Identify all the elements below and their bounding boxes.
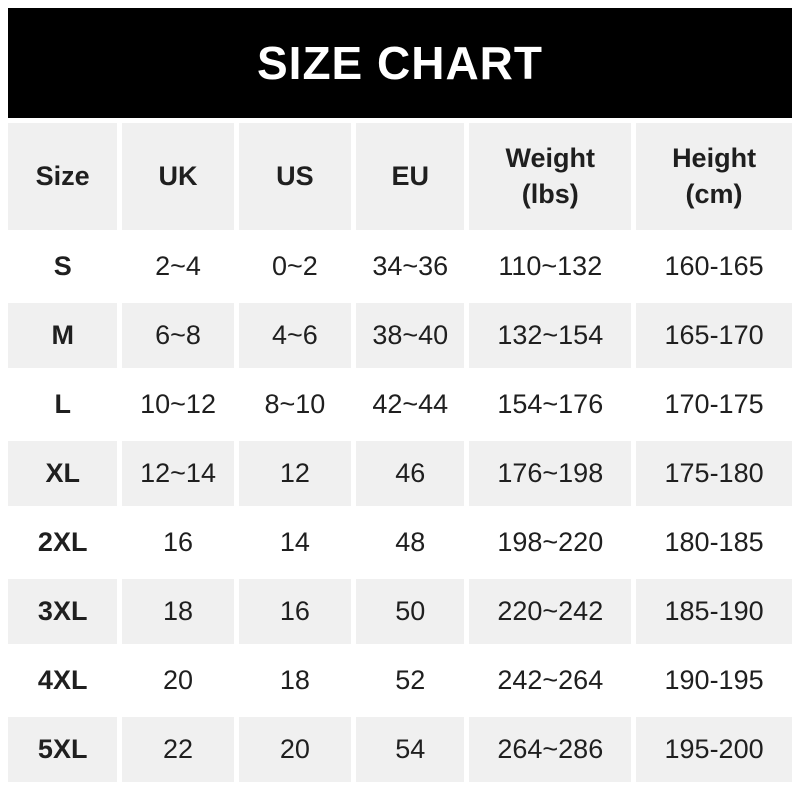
row-label: XL [8,441,118,506]
table-cell: 34~36 [356,234,465,299]
table-cell: 0~2 [238,234,352,299]
table-cell: 198~220 [469,510,632,575]
table-cell: 242~264 [469,648,632,713]
table-cell: 18 [238,648,352,713]
table-cell: 38~40 [356,303,465,368]
table-cell: 18 [122,579,234,644]
size-table: Size UK US EU Weight (lbs) Height (cm) [8,123,792,782]
table-cell: 8~10 [238,372,352,437]
table-cell: 54 [356,717,465,782]
table-cell: 195-200 [636,717,792,782]
table-cell: 12 [238,441,352,506]
table-cell: 170-175 [636,372,792,437]
table-cell: 154~176 [469,372,632,437]
page-title: SIZE CHART [257,37,543,89]
table-cell: 160-165 [636,234,792,299]
table-cell: 12~14 [122,441,234,506]
table-cell: 190-195 [636,648,792,713]
table-cell: 16 [122,510,234,575]
table-cell: 20 [122,648,234,713]
table-cell: 6~8 [122,303,234,368]
table-cell: 220~242 [469,579,632,644]
table-cell: 50 [356,579,465,644]
column-header-uk: UK [122,123,234,230]
row-label: 4XL [8,648,118,713]
table-cell: 185-190 [636,579,792,644]
column-header-weight: Weight (lbs) [469,123,632,230]
table-cell: 48 [356,510,465,575]
table-cell: 20 [238,717,352,782]
column-header-eu: EU [356,123,465,230]
row-label: M [8,303,118,368]
table-cell: 264~286 [469,717,632,782]
table-cell: 46 [356,441,465,506]
table-cell: 22 [122,717,234,782]
row-label: 5XL [8,717,118,782]
table-cell: 180-185 [636,510,792,575]
table-cell: 110~132 [469,234,632,299]
title-banner: SIZE CHART [8,8,792,118]
column-header-size: Size [8,123,118,230]
table-cell: 132~154 [469,303,632,368]
row-label: S [8,234,118,299]
table-cell: 42~44 [356,372,465,437]
column-header-us: US [238,123,352,230]
row-label: L [8,372,118,437]
row-label: 2XL [8,510,118,575]
table-cell: 10~12 [122,372,234,437]
table-cell: 4~6 [238,303,352,368]
table-cell: 176~198 [469,441,632,506]
table-cell: 165-170 [636,303,792,368]
table-cell: 175-180 [636,441,792,506]
row-label: 3XL [8,579,118,644]
table-cell: 2~4 [122,234,234,299]
table-cell: 14 [238,510,352,575]
table-cell: 16 [238,579,352,644]
table-cell: 52 [356,648,465,713]
column-header-height: Height (cm) [636,123,792,230]
